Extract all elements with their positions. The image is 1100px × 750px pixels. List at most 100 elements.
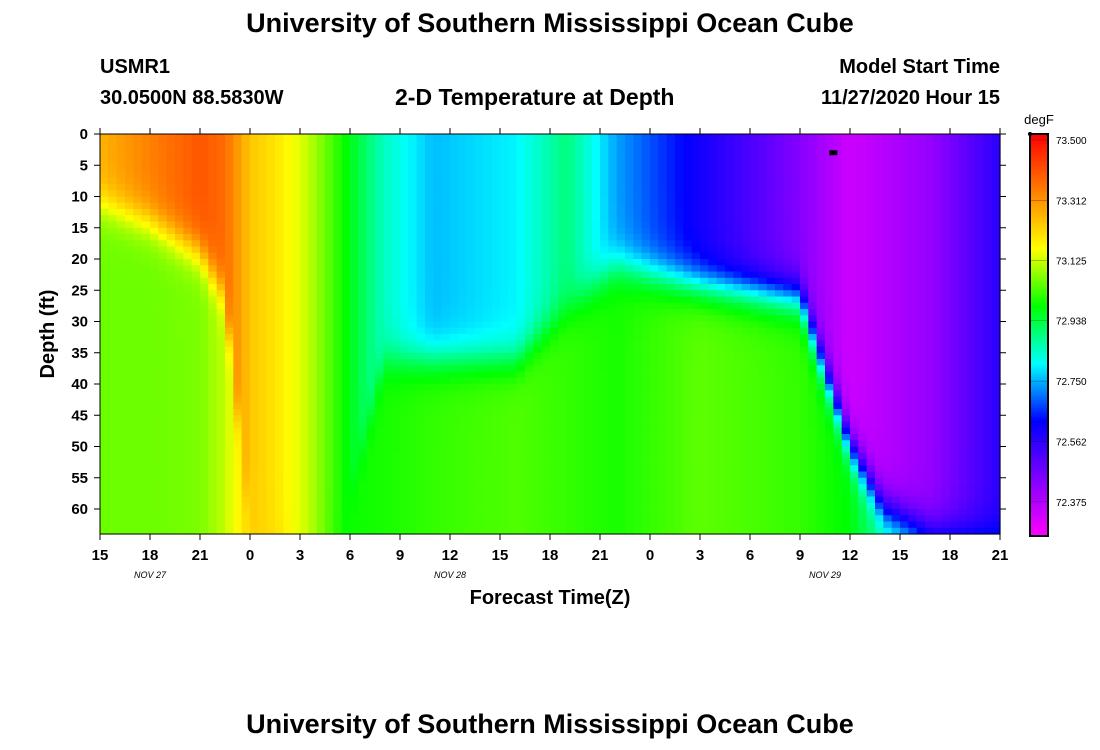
heatmap-cell — [116, 277, 126, 285]
heatmap-cell — [641, 402, 651, 410]
heatmap-cell — [133, 502, 143, 510]
heatmap-cell — [458, 234, 468, 241]
heatmap-cell — [591, 240, 601, 248]
heatmap-cell — [441, 377, 451, 385]
heatmap-cell — [683, 152, 693, 160]
heatmap-cell — [508, 284, 518, 291]
heatmap-cell — [591, 140, 601, 148]
heatmap-cell — [216, 202, 226, 210]
heatmap-cell — [275, 352, 284, 360]
heatmap-cell — [491, 477, 501, 485]
heatmap-cell — [208, 352, 218, 360]
heatmap-cell — [391, 184, 401, 191]
heatmap-cell — [583, 477, 593, 485]
heatmap-cell — [250, 427, 259, 435]
heatmap-cell — [508, 490, 518, 498]
heatmap-cell — [725, 171, 734, 179]
heatmap-cell — [491, 502, 501, 510]
heatmap-cell — [133, 402, 143, 410]
heatmap-cell — [658, 346, 668, 354]
heatmap-cell — [708, 309, 718, 316]
heatmap-cell — [500, 146, 509, 154]
heatmap-cell — [383, 184, 393, 191]
heatmap-cell — [525, 377, 534, 385]
heatmap-cell — [433, 490, 443, 498]
heatmap-cell — [216, 471, 226, 479]
heatmap-cell — [558, 446, 568, 454]
heatmap-cell — [325, 221, 334, 229]
heatmap-cell — [250, 134, 259, 141]
heatmap-cell — [741, 309, 751, 316]
heatmap-cell — [291, 202, 301, 210]
heatmap-cell — [191, 527, 201, 535]
heatmap-cell — [658, 196, 668, 204]
heatmap-cell — [208, 515, 218, 523]
heatmap-cell — [433, 234, 443, 241]
heatmap-cell — [700, 509, 709, 516]
heatmap-cell — [333, 402, 343, 410]
heatmap-cell — [608, 402, 618, 410]
heatmap-cell — [375, 402, 384, 410]
heatmap-cell — [633, 377, 643, 385]
heatmap-cell — [208, 146, 218, 154]
heatmap-cell — [575, 459, 584, 466]
heatmap-cell — [658, 190, 668, 198]
heatmap-cell — [175, 209, 184, 216]
heatmap-cell — [333, 502, 343, 510]
heatmap-cell — [283, 296, 293, 304]
heatmap-cell — [191, 177, 201, 185]
heatmap-cell — [175, 315, 184, 323]
heatmap-cell — [266, 484, 276, 491]
heatmap-cell — [650, 171, 659, 179]
heatmap-cell — [358, 490, 368, 498]
heatmap-cell — [258, 434, 268, 441]
heatmap-cell — [241, 396, 251, 404]
heatmap-cell — [666, 365, 676, 373]
heatmap-cell — [575, 340, 584, 348]
heatmap-cell — [666, 190, 676, 198]
heatmap-cell — [525, 490, 534, 498]
heatmap-cell — [233, 134, 243, 141]
heatmap-cell — [158, 484, 168, 491]
heatmap-cell — [600, 527, 609, 535]
heatmap-cell — [591, 521, 601, 529]
heatmap-cell — [466, 321, 476, 329]
heatmap-cell — [283, 521, 293, 529]
heatmap-cell — [566, 234, 576, 241]
heatmap-cell — [341, 446, 351, 454]
heatmap-cell — [658, 440, 668, 448]
heatmap-cell — [316, 290, 326, 298]
heatmap-cell — [683, 421, 693, 429]
heatmap-cell — [100, 415, 109, 423]
heatmap-cell — [441, 471, 451, 479]
heatmap-cell — [133, 134, 143, 141]
heatmap-cell — [233, 284, 243, 291]
heatmap-cell — [458, 459, 468, 466]
heatmap-cell — [466, 146, 476, 154]
heatmap-cell — [175, 184, 184, 191]
heatmap-cell — [166, 459, 176, 466]
heatmap-cell — [108, 502, 118, 510]
heatmap-cell — [666, 409, 676, 416]
heatmap-cell — [200, 415, 209, 423]
heatmap-cell — [158, 315, 168, 323]
heatmap-cell — [425, 284, 434, 291]
heatmap-cell — [150, 259, 159, 266]
heatmap-cell — [633, 490, 643, 498]
heatmap-cell — [133, 177, 143, 185]
heatmap-cell — [683, 277, 693, 285]
heatmap-cell — [383, 290, 393, 298]
heatmap-cell — [741, 352, 751, 360]
heatmap-cell — [341, 290, 351, 298]
heatmap-cell — [525, 509, 534, 516]
heatmap-cell — [358, 196, 368, 204]
heatmap-cell — [441, 434, 451, 441]
heatmap-cell — [283, 240, 293, 248]
heatmap-cell — [483, 184, 493, 191]
heatmap-cell — [583, 452, 593, 460]
heatmap-cell — [625, 421, 634, 429]
heatmap-cell — [183, 415, 193, 423]
heatmap-cell — [291, 402, 301, 410]
heatmap-cell — [283, 271, 293, 279]
heatmap-cell — [241, 171, 251, 179]
